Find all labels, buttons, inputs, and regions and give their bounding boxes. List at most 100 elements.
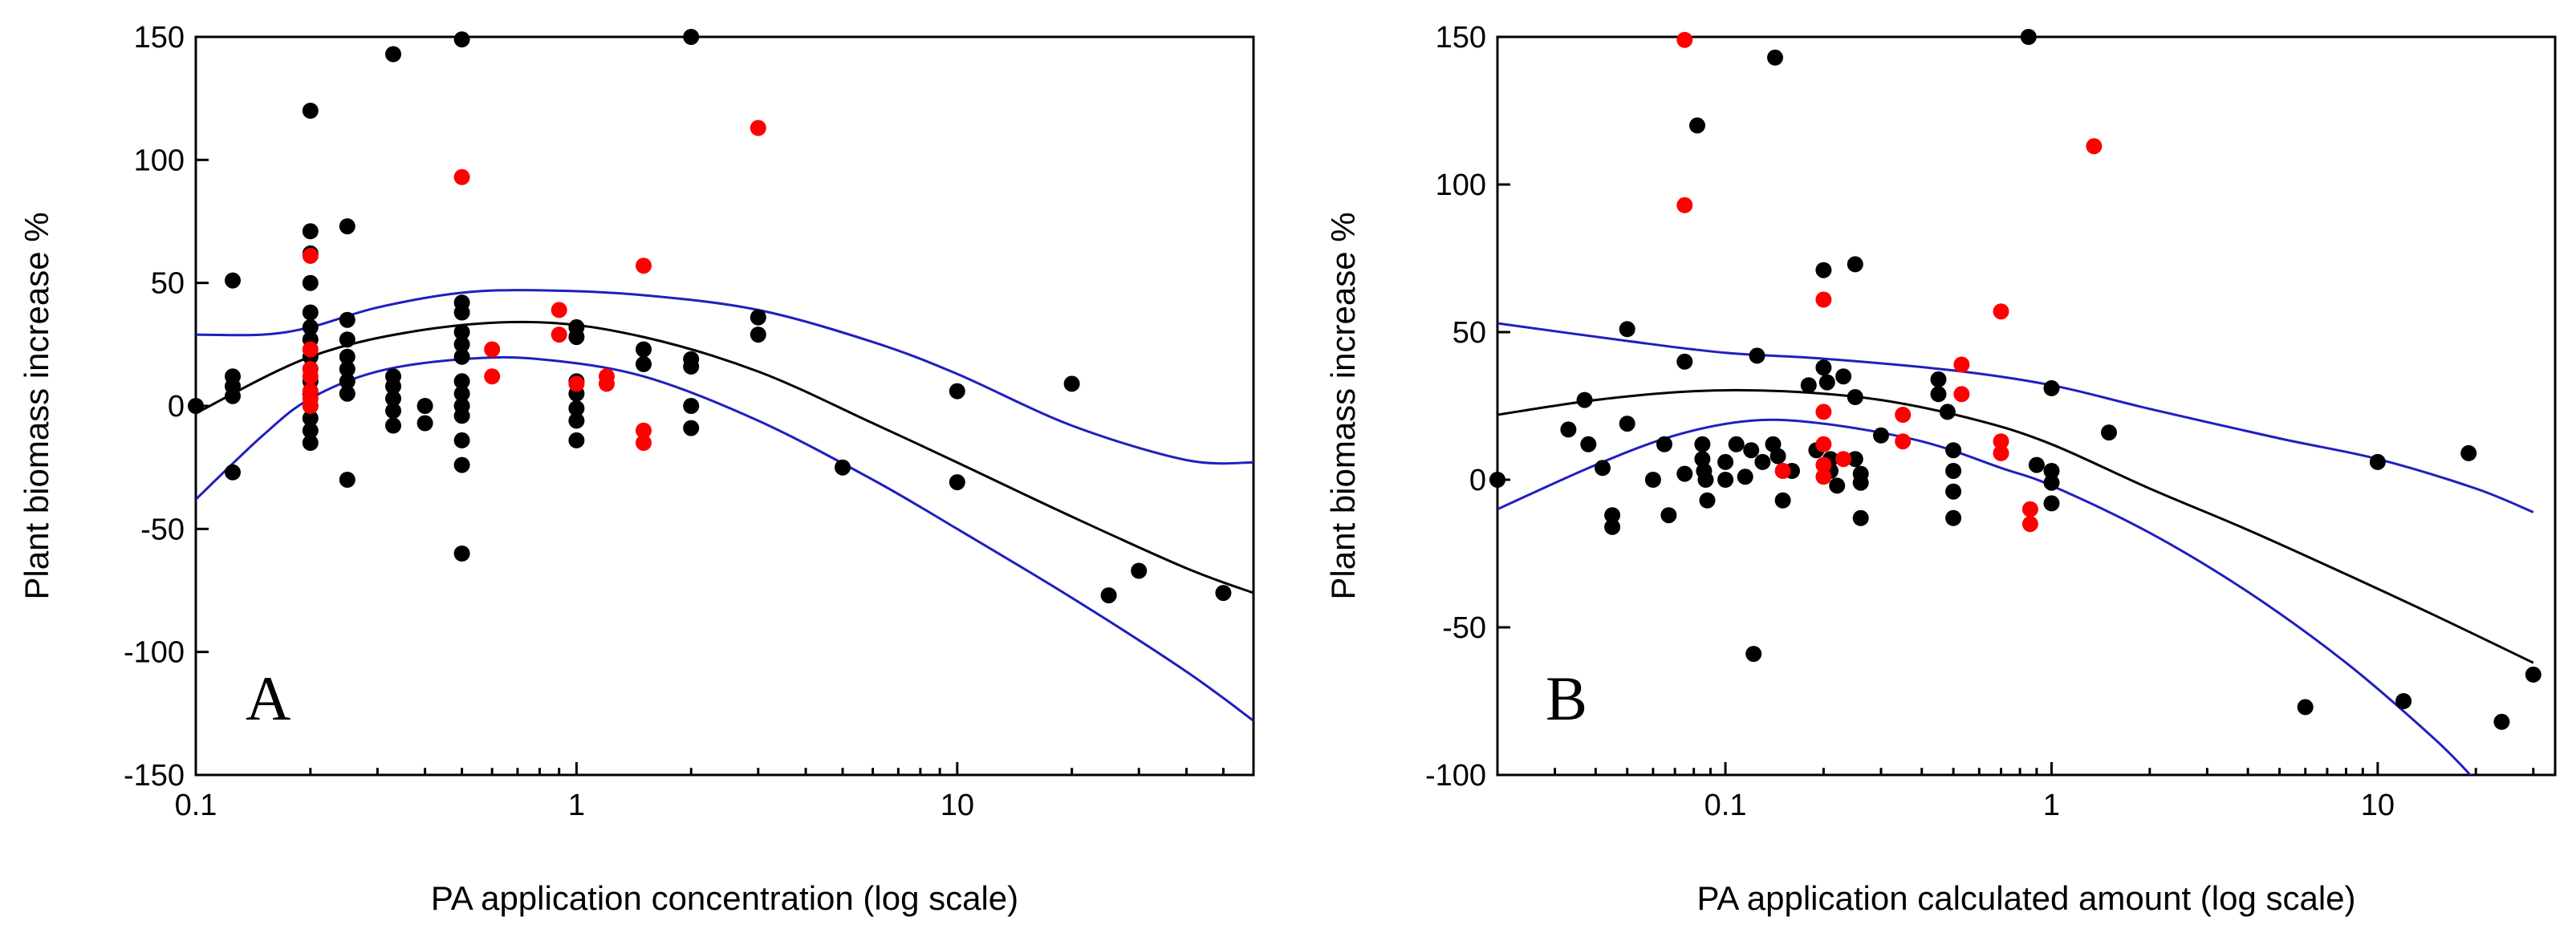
black-point [1131, 562, 1148, 579]
y-tick-label: -50 [140, 513, 185, 546]
black-point [1930, 386, 1947, 403]
red-point [1993, 444, 2009, 461]
y-tick-label: 150 [1436, 21, 1486, 55]
black-point [225, 272, 241, 289]
fit-line [1497, 388, 2534, 664]
black-point [1769, 448, 1786, 464]
x-axis-title-a: PA application concentration (log scale) [431, 879, 1018, 917]
black-point [339, 311, 356, 328]
x-tick-label: 0.1 [175, 789, 217, 822]
red-point [1815, 456, 1832, 473]
red-point [1815, 468, 1832, 485]
black-point [1644, 472, 1661, 488]
black-point [1749, 347, 1765, 364]
black-point [1774, 492, 1791, 509]
black-point [453, 373, 470, 390]
black-point [416, 398, 433, 414]
points-b [1489, 29, 2541, 730]
black-point [1699, 492, 1716, 509]
black-point [453, 348, 470, 365]
x-tick-label: 1 [2043, 789, 2060, 822]
black-point [1576, 391, 1593, 408]
red-point [750, 120, 766, 136]
red-point [484, 341, 501, 358]
y-tick-label: -50 [1442, 611, 1486, 645]
red-point [551, 302, 567, 318]
black-point [1604, 507, 1621, 524]
y-tick-label: 150 [134, 21, 185, 55]
x-axis-title-b: PA application calculated amount (log sc… [1696, 879, 2355, 917]
black-point [2297, 699, 2314, 716]
black-point [2028, 456, 2045, 473]
black-point [1676, 465, 1693, 482]
black-point [2101, 424, 2117, 441]
x-tick-label: 10 [941, 789, 974, 822]
red-point [1676, 197, 1693, 213]
y-axis-b: -100 -50 0 50 100 150 [1425, 21, 1510, 793]
black-point [1815, 262, 1832, 278]
black-point [416, 415, 433, 432]
black-point [2043, 495, 2060, 512]
black-point [302, 422, 319, 439]
black-point [1930, 371, 1947, 387]
black-point [1767, 49, 1783, 66]
y-tick-label: 0 [1469, 464, 1486, 497]
black-point [302, 274, 319, 291]
black-point [1619, 321, 1635, 338]
red-point [302, 398, 319, 414]
y-tick-label: -100 [124, 636, 185, 670]
black-point [453, 31, 470, 48]
black-point [225, 464, 241, 481]
y-tick-label: -150 [124, 759, 185, 793]
black-point [1800, 377, 1817, 394]
plot-frame-b [1496, 35, 2557, 777]
y-tick-label: 0 [168, 390, 185, 424]
black-point [1694, 451, 1711, 468]
black-point [1560, 421, 1577, 438]
black-point [1743, 442, 1760, 459]
black-point [1728, 436, 1745, 452]
black-point [1852, 509, 1869, 526]
red-point [2021, 516, 2038, 533]
y-tick-label: 50 [1453, 316, 1486, 350]
x-axis-b: 0.1 1 10 [1496, 762, 2535, 822]
black-point [568, 432, 585, 448]
red-point [1835, 451, 1852, 468]
black-point [636, 355, 652, 372]
black-point [1717, 472, 1734, 488]
black-point [750, 327, 766, 343]
black-point [302, 318, 319, 335]
red-point [1815, 291, 1832, 308]
y-axis-title-a: Plant biomass increase % [18, 212, 55, 599]
black-point [453, 408, 470, 424]
ci-lower-line [1497, 418, 2472, 775]
black-point [1847, 451, 1863, 468]
black-point [1604, 518, 1621, 535]
black-point [1939, 404, 1956, 420]
red-point [1895, 407, 1912, 423]
black-point [2395, 693, 2412, 709]
black-point [453, 304, 470, 321]
red-point [1953, 386, 1970, 403]
ci-lower-line [196, 355, 1253, 722]
red-point [1774, 463, 1791, 479]
black-point [1829, 477, 1846, 494]
y-tick-label: -100 [1425, 759, 1486, 793]
curves-a [196, 289, 1253, 722]
black-point [385, 378, 401, 395]
black-point [2493, 713, 2510, 730]
black-point [1100, 587, 1117, 604]
black-point [385, 390, 401, 407]
red-point [1895, 433, 1912, 450]
black-point [1873, 427, 1889, 444]
red-point [453, 168, 470, 185]
black-point [949, 474, 965, 491]
red-point [1815, 436, 1832, 452]
black-point [1697, 472, 1714, 488]
red-point [636, 422, 652, 439]
black-point [1818, 374, 1835, 391]
black-point [188, 398, 204, 414]
black-point [2043, 379, 2060, 396]
black-point [1852, 474, 1869, 491]
red-point [1953, 356, 1970, 373]
